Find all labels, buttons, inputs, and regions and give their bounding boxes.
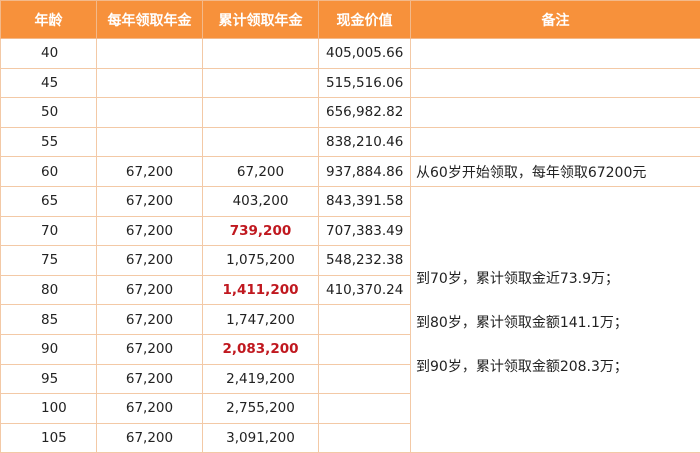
table-row: 80 67,200 1,411,200 410,370.24 [0,274,700,306]
table-row: 100 67,200 2,755,200 [0,393,700,424]
header-row: 年龄 每年领取年金 累计领取年金 现金价值 备注 [0,0,700,39]
age-cell: 60 [0,156,97,187]
table-row: 60 67,200 67,200 937,884.86 从60岁开始领取，每年领… [0,156,700,187]
cash-value-cell: 838,210.46 [318,126,411,158]
yearly-annuity-cell: 67,200 [96,156,203,187]
note-age70: 到70岁，累计领取金近73.9万； [416,270,619,287]
cumulative-annuity-cell: 403,200 [202,185,319,217]
yearly-annuity-cell: 67,200 [96,245,203,276]
cash-value-cell: 656,982.82 [318,97,411,128]
cash-value-cell: 707,383.49 [318,215,411,247]
cash-value-cell [318,304,411,335]
note-cell [410,126,700,158]
note-cell [410,38,700,69]
age-cell: 85 [0,304,97,335]
cumulative-annuity-cell: 739,200 [202,215,319,247]
yearly-annuity-cell: 67,200 [96,304,203,335]
age-cell: 40 [0,38,97,69]
table-row: 50 656,982.82 [0,97,700,128]
header-notes: 备注 [410,0,700,39]
cash-value-cell: 405,005.66 [318,38,411,69]
cash-value-cell [318,422,411,453]
cumulative-annuity-cell [202,126,319,158]
age-cell: 50 [0,97,97,128]
age-cell: 80 [0,274,97,306]
note-merged-cell: 到70岁，累计领取金近73.9万； 到80岁，累计领取金额141.1万； 到90… [410,185,700,453]
table-body: 40 405,005.66 45 515,516.06 50 656,982.8… [0,38,700,453]
header-cumulative-annuity: 累计领取年金 [202,0,319,39]
yearly-annuity-cell: 67,200 [96,333,203,365]
cumulative-annuity-cell: 1,075,200 [202,245,319,276]
age-cell: 45 [0,67,97,99]
yearly-annuity-cell [96,38,203,69]
age-cell: 105 [0,422,97,453]
note-cell [410,97,700,128]
yearly-annuity-cell: 67,200 [96,422,203,453]
cumulative-annuity-cell: 3,091,200 [202,422,319,453]
cumulative-annuity-cell [202,97,319,128]
yearly-annuity-cell: 67,200 [96,363,203,395]
yearly-annuity-cell: 67,200 [96,393,203,424]
table-row: 55 838,210.46 [0,126,700,158]
cash-value-cell: 548,232.38 [318,245,411,276]
cash-value-cell: 843,391.58 [318,185,411,217]
cumulative-annuity-cell [202,67,319,99]
cumulative-annuity-cell: 2,419,200 [202,363,319,395]
table-row: 70 67,200 739,200 707,383.49 [0,215,700,247]
cumulative-annuity-cell: 1,411,200 [202,274,319,306]
yearly-annuity-cell [96,126,203,158]
age-cell: 100 [0,393,97,424]
age-cell: 90 [0,333,97,365]
table-row: 40 405,005.66 [0,38,700,69]
table-row: 105 67,200 3,091,200 [0,422,700,453]
cumulative-annuity-cell [202,38,319,69]
table-row: 90 67,200 2,083,200 [0,333,700,365]
age-cell: 75 [0,245,97,276]
note-age60: 从60岁开始领取，每年领取67200元 [410,156,700,187]
age-cell: 95 [0,363,97,395]
table-row: 75 67,200 1,075,200 548,232.38 [0,245,700,276]
yearly-annuity-cell: 67,200 [96,215,203,247]
note-cell [410,67,700,99]
age-cell: 65 [0,185,97,217]
table-row: 45 515,516.06 [0,67,700,99]
cash-value-cell [318,333,411,365]
cumulative-annuity-cell: 1,747,200 [202,304,319,335]
cumulative-annuity-cell: 2,083,200 [202,333,319,365]
cumulative-annuity-cell: 2,755,200 [202,393,319,424]
cash-value-cell: 410,370.24 [318,274,411,306]
age-cell: 70 [0,215,97,247]
note-age80: 到80岁，累计领取金额141.1万； [416,314,628,331]
cash-value-cell: 515,516.06 [318,67,411,99]
cash-value-cell: 937,884.86 [318,156,411,187]
yearly-annuity-cell: 67,200 [96,185,203,217]
yearly-annuity-cell: 67,200 [96,274,203,306]
cash-value-cell [318,393,411,424]
yearly-annuity-cell [96,67,203,99]
cumulative-annuity-cell: 67,200 [202,156,319,187]
header-age: 年龄 [0,0,97,39]
note-block: 到70岁，累计领取金近73.9万； 到80岁，累计领取金额141.1万； 到90… [416,251,694,389]
age-cell: 55 [0,126,97,158]
table-row: 65 67,200 403,200 843,391.58 到70岁，累计领取金近… [0,185,700,453]
cash-value-cell [318,363,411,395]
header-yearly-annuity: 每年领取年金 [96,0,203,39]
note-age90: 到90岁，累计领取金额208.3万； [416,358,628,375]
table-row: 85 67,200 1,747,200 [0,304,700,335]
header-cash-value: 现金价值 [318,0,411,39]
yearly-annuity-cell [96,97,203,128]
